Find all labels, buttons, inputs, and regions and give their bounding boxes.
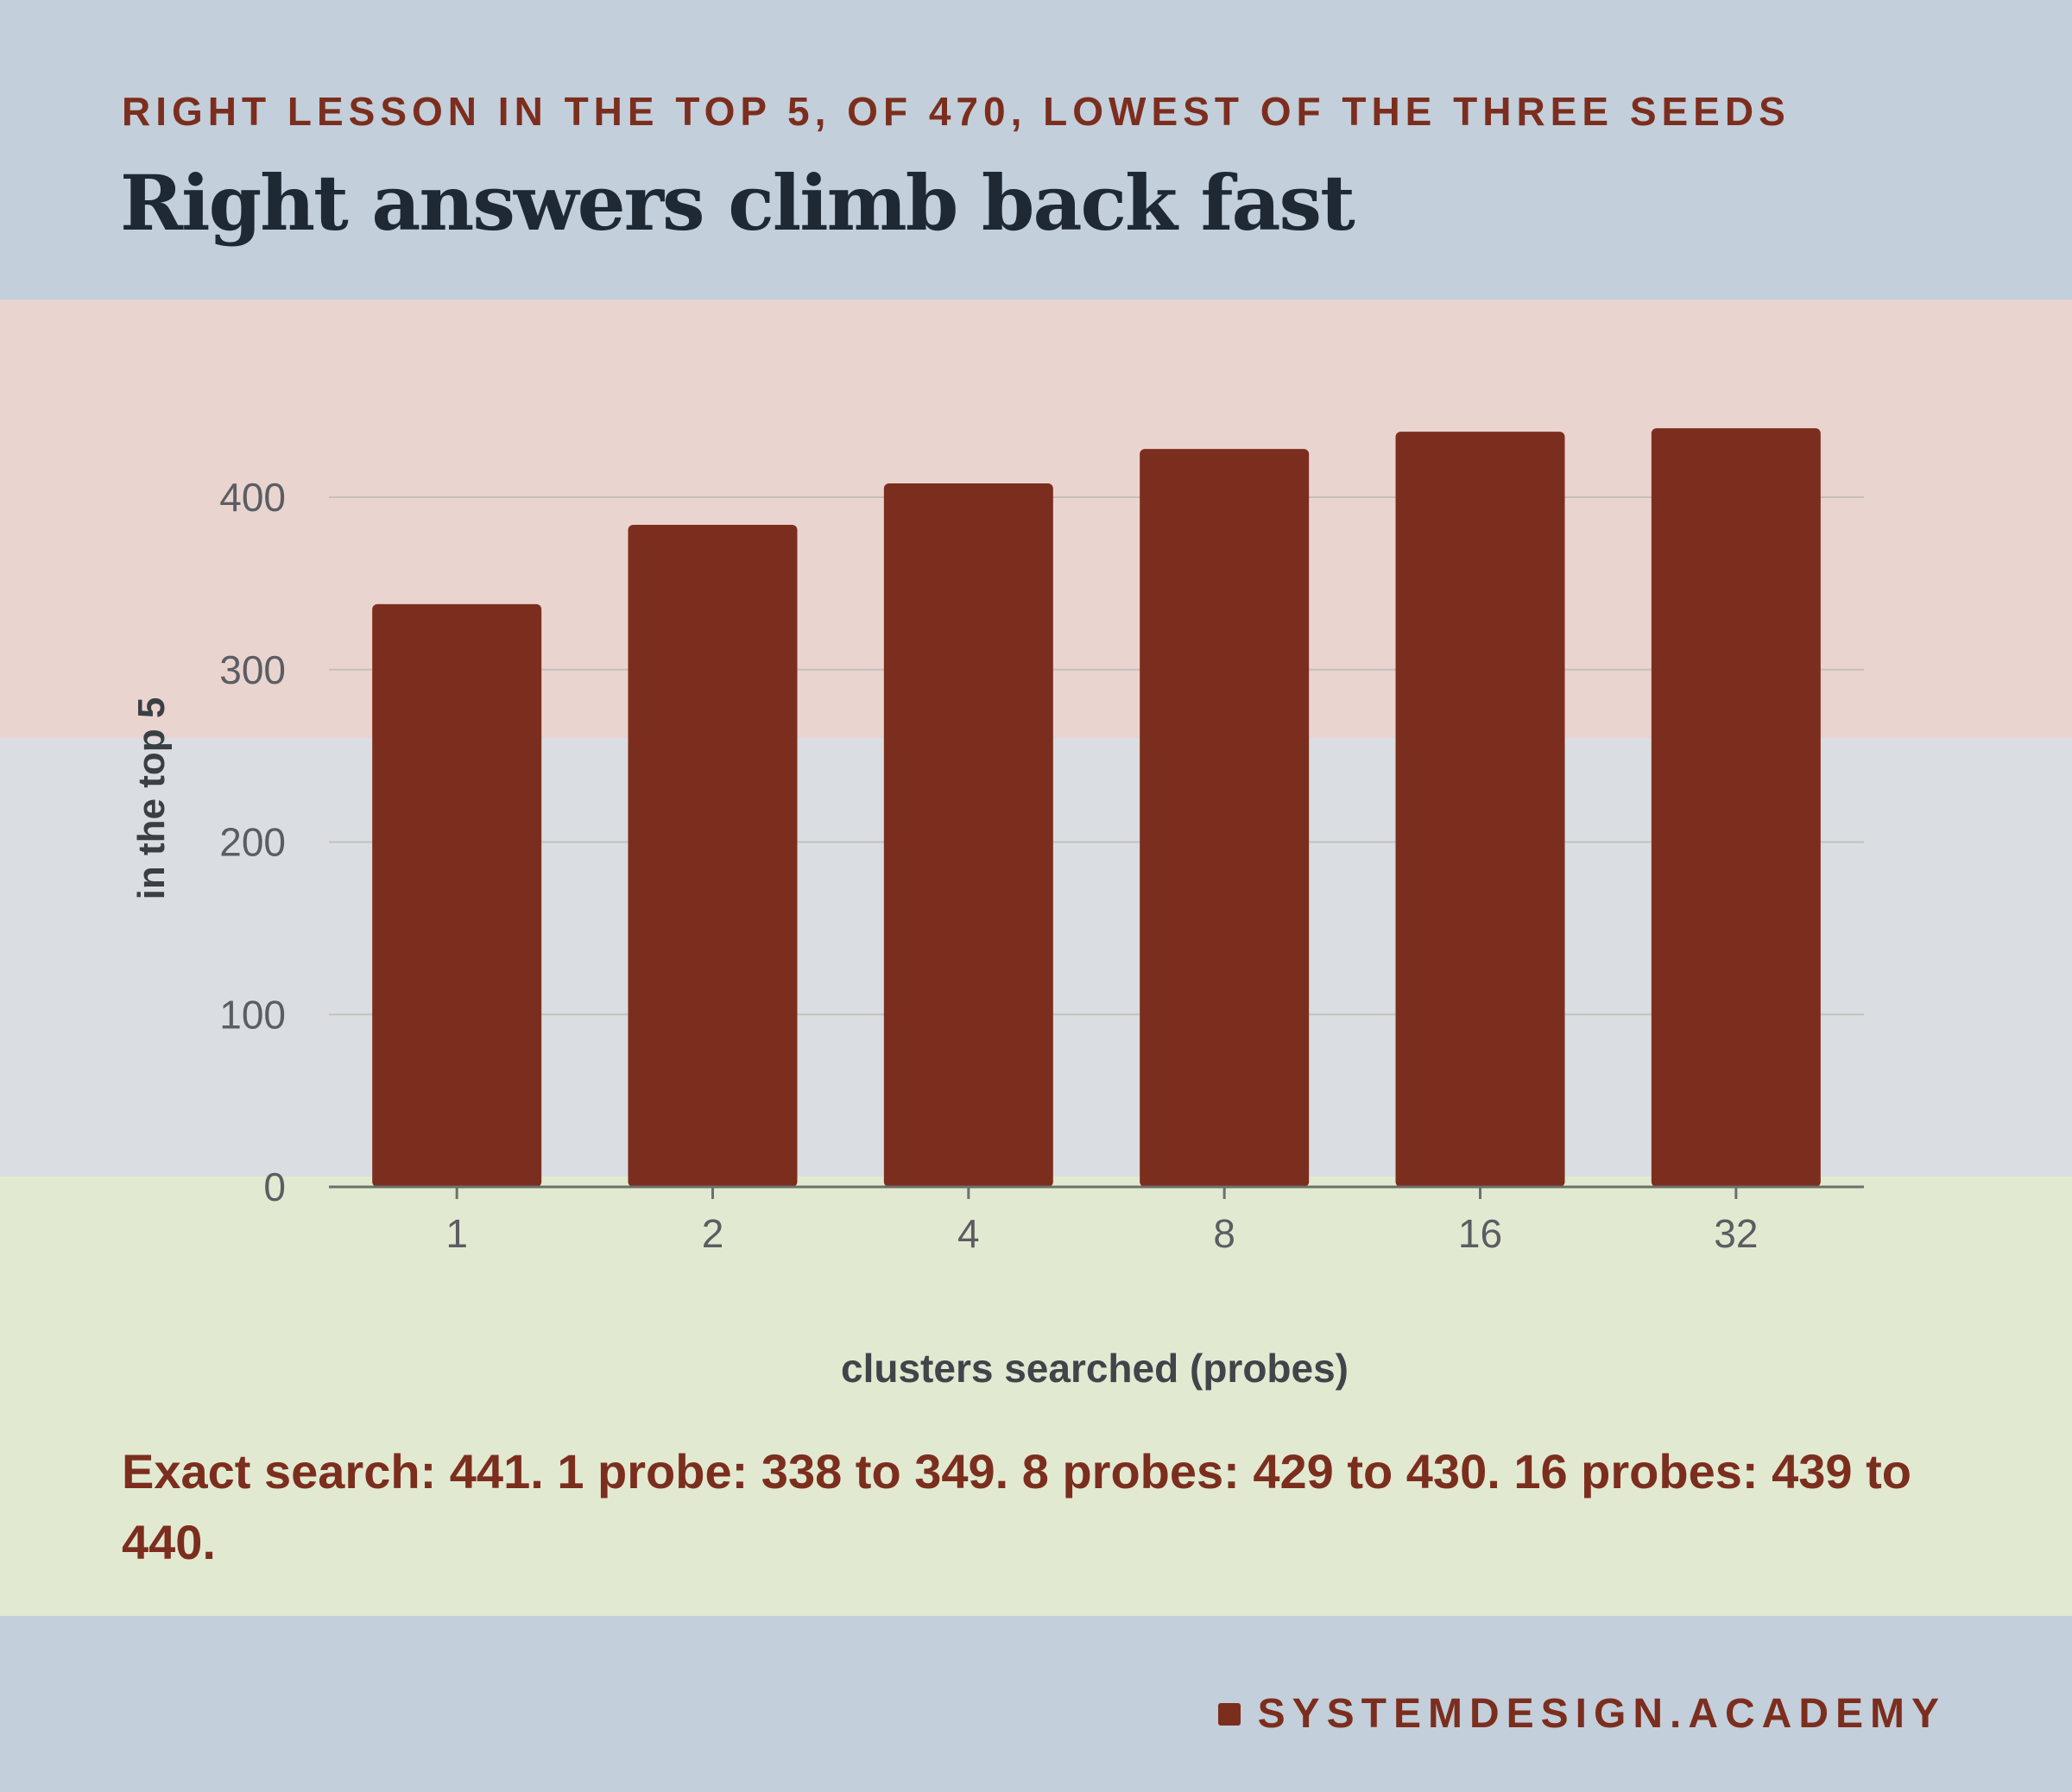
- x-tick-label: 1: [445, 1211, 468, 1256]
- brand-name: SYSTEMDESIGN.ACADEMY: [1257, 1691, 1946, 1737]
- band-low: [0, 1177, 2072, 1616]
- bar-1: [372, 603, 542, 1187]
- summary-caption: Exact search: 441. 1 probe: 338 to 349. …: [122, 1444, 1911, 1569]
- x-axis-label: clusters searched (probes): [840, 1346, 1349, 1391]
- brand-square-icon: [1217, 1702, 1241, 1726]
- x-tick-label: 8: [1213, 1211, 1235, 1256]
- x-tick-label: 16: [1458, 1211, 1502, 1256]
- x-tick-label: 32: [1714, 1211, 1758, 1256]
- bar-16: [1395, 432, 1565, 1188]
- bar-32: [1651, 428, 1821, 1188]
- y-tick-label: 100: [219, 992, 286, 1037]
- y-tick-label: 400: [219, 475, 286, 520]
- y-tick-label: 200: [219, 820, 286, 865]
- x-tick-label: 2: [702, 1211, 724, 1256]
- brand-footer[interactable]: SYSTEMDESIGN.ACADEMY: [1217, 1690, 1946, 1738]
- chart-title: Right answers climb back fast: [120, 158, 1355, 248]
- x-tick-label: 4: [957, 1211, 980, 1256]
- bar-4: [883, 483, 1053, 1187]
- y-tick-label: 300: [219, 647, 286, 692]
- bar-2: [628, 524, 798, 1187]
- chart-kicker: RIGHT LESSON IN THE TOP 5, OF 470, LOWES…: [122, 89, 1791, 134]
- y-tick-label: 0: [263, 1164, 286, 1209]
- y-axis-label: in the top 5: [130, 697, 173, 900]
- bar-8: [1140, 449, 1310, 1187]
